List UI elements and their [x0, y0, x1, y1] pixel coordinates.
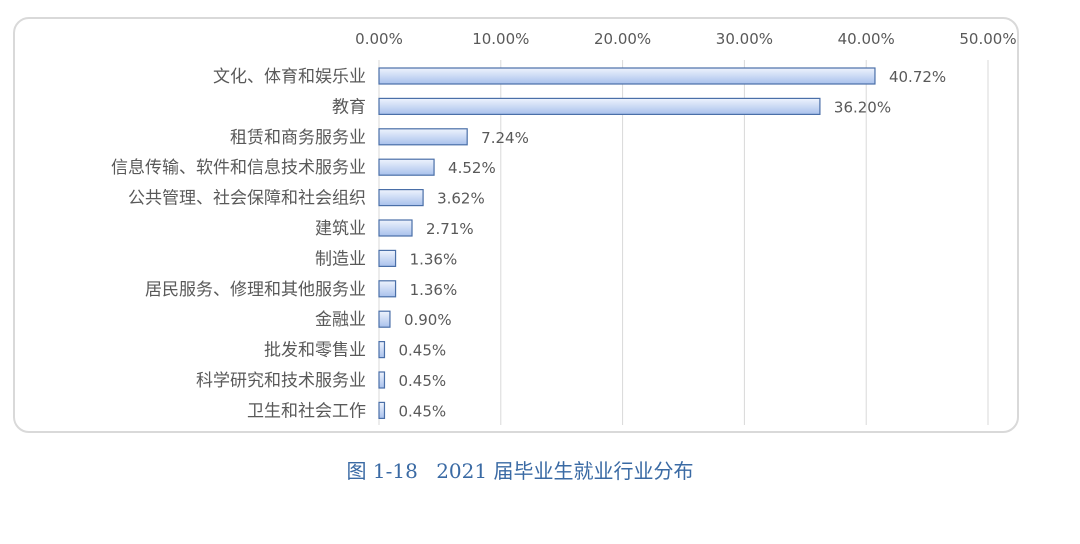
x-tick-label: 20.00%: [594, 30, 651, 48]
figure-title: 2021 届毕业生就业行业分布: [436, 459, 694, 483]
data-label: 2.71%: [426, 220, 474, 238]
x-tick-label: 50.00%: [959, 30, 1016, 48]
data-label: 1.36%: [410, 250, 458, 268]
category-label: 建筑业: [315, 219, 366, 239]
category-label: 居民服务、修理和其他服务业: [145, 280, 366, 300]
data-label: 3.62%: [437, 190, 485, 208]
bar: [378, 341, 386, 359]
bars: [378, 67, 876, 419]
x-tick-label: 30.00%: [716, 30, 773, 48]
bar: [378, 97, 821, 116]
category-label: 科学研究和技术服务业: [196, 371, 366, 391]
x-tick-label: 10.00%: [472, 30, 529, 48]
data-label: 7.24%: [481, 129, 529, 147]
x-tick-label: 0.00%: [355, 30, 403, 48]
category-label: 制造业: [315, 249, 366, 269]
bar: [378, 189, 424, 207]
bar-chart: 0.00% 10.00% 20.00% 30.00% 40.00% 50.00% 文化、体…: [111, 30, 1017, 425]
bar: [378, 67, 876, 85]
category-label: 信息传输、软件和信息技术服务业: [111, 158, 366, 178]
chart-frame: [13, 17, 1019, 433]
data-label: 1.36%: [410, 281, 458, 299]
bar: [378, 128, 468, 146]
data-label: 4.52%: [448, 159, 496, 177]
x-tick-label: 40.00%: [838, 30, 895, 48]
gridlines: [378, 60, 989, 425]
bar: [378, 310, 391, 328]
category-label: 租赁和商务服务业: [230, 128, 366, 148]
data-label: 0.90%: [404, 311, 452, 329]
data-label: 40.72%: [889, 68, 946, 86]
category-label: 公共管理、社会保障和社会组织: [128, 189, 366, 209]
data-label: 36.20%: [834, 98, 891, 116]
category-label: 教育: [332, 97, 366, 117]
category-label: 批发和零售业: [264, 341, 366, 361]
bar: [378, 371, 386, 389]
figure-number: 图 1-18: [346, 459, 418, 483]
data-labels: 40.72% 36.20% 7.24% 4.52% 3.62% 2.71% 1.36% 1.3…: [398, 68, 946, 420]
figure-caption: 图 1-18 2021 届毕业生就业行业分布: [0, 455, 1040, 484]
bar: [378, 219, 413, 237]
x-axis-ticks: 0.00% 10.00% 20.00% 30.00% 40.00% 50.00%: [355, 30, 1016, 48]
category-label: 卫生和社会工作: [247, 401, 366, 421]
data-label: 0.45%: [398, 402, 446, 420]
bar: [378, 280, 397, 298]
bar: [378, 249, 397, 267]
category-label: 金融业: [315, 310, 366, 330]
category-labels: 文化、体育和娱乐业教育租赁和商务服务业信息传输、软件和信息技术服务业公共管理、社…: [111, 67, 366, 421]
bar: [378, 158, 435, 176]
category-label: 文化、体育和娱乐业: [213, 67, 366, 87]
data-label: 0.45%: [398, 342, 446, 360]
bar: [378, 401, 386, 419]
data-label: 0.45%: [398, 372, 446, 390]
